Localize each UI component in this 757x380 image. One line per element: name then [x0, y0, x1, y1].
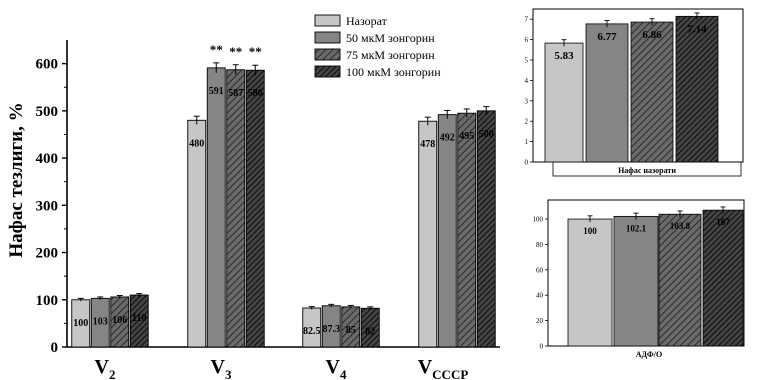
legend-swatch	[314, 65, 341, 78]
main-x-category-main: V	[95, 356, 110, 378]
main-significance-marker: **	[249, 44, 262, 59]
main-data-label: 495	[459, 131, 474, 142]
main-data-label: 100	[73, 318, 88, 329]
main-x-category-sub: 4	[340, 367, 347, 380]
legend-swatch	[314, 14, 341, 27]
main-data-label: 478	[420, 139, 435, 150]
main-significance-marker: **	[229, 44, 242, 59]
inset-adp-data-label: 100	[583, 226, 597, 236]
inset-rc-bar	[675, 15, 719, 163]
main-bar	[476, 110, 496, 348]
main-data-label: 587	[228, 88, 243, 99]
inset-adp-data-label: 103.8	[670, 221, 691, 231]
inset-adp-o-chart: АДФ/О 0 20 40 60 80 100 100 102.1 103.8 107	[533, 199, 745, 359]
inset-adp-data-label: 107	[716, 217, 730, 227]
main-data-label: 106	[112, 315, 127, 326]
main-bar-chart: Нафас тезлиги, % 0 100 200 300 400 500 600 100 1…	[6, 40, 500, 380]
inset-rc-data-label: 5.83	[554, 50, 574, 62]
inset-rc-xlabel: Нафас назорати	[618, 166, 676, 175]
main-x-category-sub: CCCP	[432, 367, 468, 380]
main-data-label: 103	[93, 316, 108, 327]
main-x-category-label: V4	[326, 356, 347, 380]
inset-adp-y-tick-label: 100	[533, 216, 544, 224]
inset-rc-y-tick-label: 7	[525, 16, 529, 24]
inset-adp-bar	[658, 213, 702, 347]
main-y-axis-label: Нафас тезлиги, %	[6, 102, 27, 257]
main-data-label: 480	[189, 138, 204, 149]
inset-rc-bar	[544, 42, 584, 163]
legend: Назорат 50 мкМ зонгорин 75 мкМ зонгорин 100…	[314, 14, 441, 79]
main-bar	[457, 112, 477, 348]
main-x-category-label: V2	[95, 356, 116, 380]
main-data-label: 82	[365, 326, 375, 337]
inset-rc-y-tick-label: 3	[525, 97, 529, 105]
main-bar	[206, 67, 226, 348]
main-x-category-sub: 2	[109, 367, 116, 380]
inset-adp-bar	[613, 215, 659, 347]
main-y-tick-label: 500	[36, 104, 59, 120]
main-y-tick-label: 400	[36, 151, 59, 167]
main-x-category-label: VCCCP	[418, 356, 469, 380]
inset-adp-data-label: 102.1	[626, 223, 647, 233]
inset-rc-y-tick-label: 4	[525, 77, 529, 85]
inset-rc-bar	[630, 21, 674, 163]
inset-adp-bar	[567, 218, 613, 347]
inset-rc-data-label: 6.86	[642, 29, 662, 41]
main-y-tick-label: 600	[36, 57, 59, 73]
main-y-tick-label: 100	[36, 293, 59, 309]
inset-adp-bar	[702, 209, 744, 347]
inset-rc-data-label: 7.14	[687, 23, 707, 35]
inset-adp-y-tick-label: 40	[536, 292, 544, 300]
inset-rc-bar	[585, 23, 629, 163]
main-x-category-main: V	[326, 356, 341, 378]
inset-adp-xlabel: АДФ/О	[636, 350, 663, 359]
inset-adp-y-tick-label: 60	[536, 266, 544, 274]
main-data-label: 500	[479, 129, 494, 140]
main-bar	[226, 69, 246, 348]
legend-label: Назорат	[346, 14, 388, 28]
main-data-label: 586	[248, 88, 263, 99]
main-data-label: 87.3	[323, 324, 341, 335]
main-significance-marker: **	[210, 42, 223, 57]
inset-rc-y-tick-label: 2	[525, 118, 529, 126]
inset-respiratory-control-chart: Нафас назорати 0 1 2 3 4 5 6 7 5.83 6.77 6.86 7.14	[525, 8, 744, 177]
inset-rc-y-tick-label: 1	[525, 138, 529, 146]
main-data-label: 492	[440, 133, 455, 144]
main-data-label: 85	[346, 325, 356, 336]
main-x-category-sub: 3	[225, 367, 232, 380]
main-bar	[245, 69, 265, 348]
main-data-label: 82.5	[303, 326, 321, 337]
main-x-category-main: V	[418, 356, 433, 378]
main-data-label: 591	[209, 86, 224, 97]
inset-rc-y-tick-label: 5	[525, 57, 529, 65]
inset-rc-data-label: 6.77	[597, 31, 617, 43]
inset-rc-y-tick-label: 6	[525, 36, 529, 44]
legend-swatch	[314, 31, 341, 44]
inset-adp-y-tick-label: 20	[536, 317, 544, 325]
main-x-category-label: V3	[211, 356, 232, 380]
main-bar	[418, 120, 438, 348]
main-bar	[187, 119, 207, 348]
inset-adp-y-tick-label: 80	[536, 241, 544, 249]
main-bar	[437, 114, 457, 348]
main-x-category-main: V	[211, 356, 226, 378]
inset-rc-y-tick-label: 0	[525, 159, 529, 167]
legend-label: 100 мкМ зонгорин	[346, 65, 441, 79]
legend-swatch	[314, 48, 341, 61]
main-y-tick-label: 200	[36, 246, 59, 262]
legend-label: 50 мкМ зонгорин	[346, 31, 435, 45]
main-data-label: 110	[132, 313, 146, 324]
main-y-tick-label: 0	[51, 340, 59, 356]
legend-label: 75 мкМ зонгорин	[346, 48, 435, 62]
inset-adp-y-tick-label: 0	[540, 343, 544, 351]
main-y-tick-label: 300	[36, 198, 59, 214]
